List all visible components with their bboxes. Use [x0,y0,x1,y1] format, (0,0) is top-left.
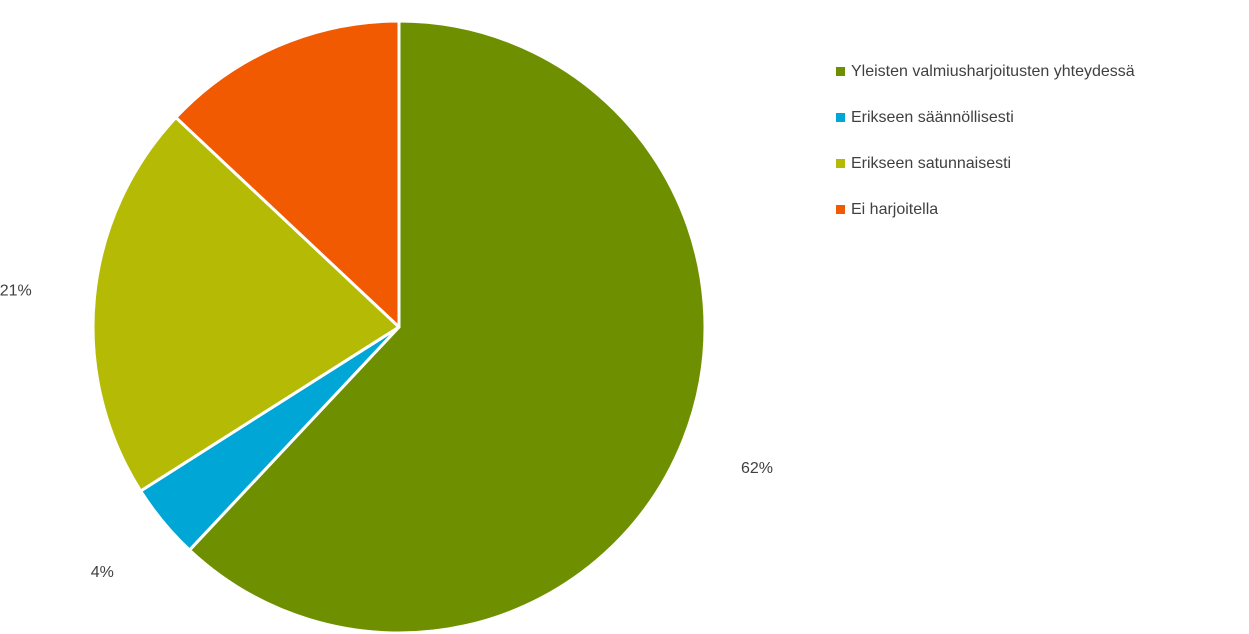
data-label-1: 62% [741,460,773,477]
legend-label: Erikseen satunnaisesti [851,154,1012,172]
pie-slice-3 [91,116,401,493]
pie-slice-labels: 62%4%21%13% [0,282,773,581]
legend-swatch [836,159,845,168]
legend-label: Erikseen säännöllisesti [851,108,1014,126]
legend-swatch [836,205,845,214]
legend-item-2: Erikseen säännöllisesti [836,106,1135,129]
data-label-3: 21% [0,282,32,299]
legend-item-4: Ei harjoitella [836,198,1135,221]
legend-item-1: Yleisten valmiusharjoitusten yhteydessä [836,60,1135,83]
legend-label: Ei harjoitella [851,200,939,218]
legend-swatch [836,67,845,76]
legend-label: Yleisten valmiusharjoitusten yhteydessä [851,62,1135,80]
data-label-2: 4% [91,564,114,581]
chart-legend: Yleisten valmiusharjoitusten yhteydessä E… [836,60,1135,244]
pie-slice-4 [174,19,401,329]
legend-swatch [836,113,845,122]
pie-slice-1 [188,19,707,634]
pie-slices [91,19,707,634]
legend-item-3: Erikseen satunnaisesti [836,152,1135,175]
